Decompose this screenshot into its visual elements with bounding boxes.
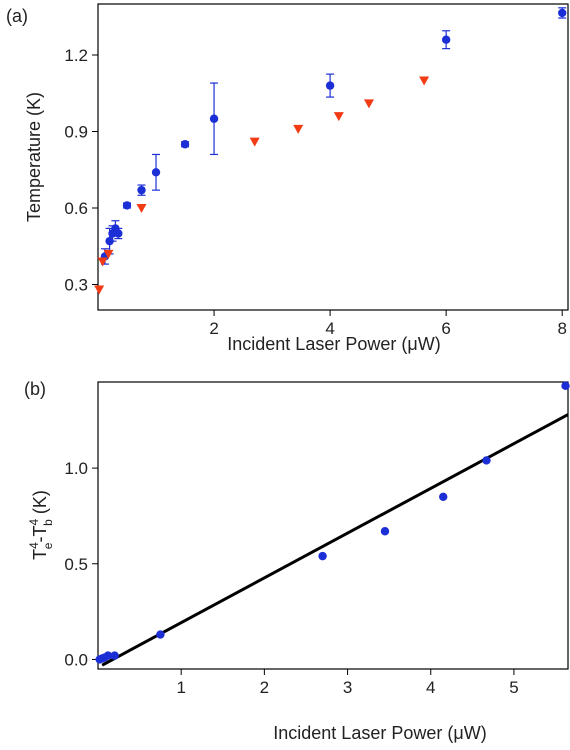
point-a-1-6 (333, 112, 344, 122)
point-a-1-3 (136, 203, 147, 213)
panel-a: (a) 2 4 6 8 0.3 0.6 0.9 1.2 Incident Laser Pow… (6, 3, 569, 354)
y-ticks-a: 0.3 0.6 0.9 1.2 (64, 46, 98, 295)
x-tick-label-b-1: 2 (260, 678, 269, 697)
x-tick-label-a-3: 8 (557, 319, 566, 338)
point-b-0-8 (439, 492, 448, 501)
point-a-1-5 (293, 124, 304, 134)
x-tick-label-a-1: 4 (325, 319, 334, 338)
point-b-0-10 (561, 381, 570, 391)
point-b-0-7 (380, 527, 390, 536)
point-b-0-4 (110, 651, 119, 660)
x-axis-label-a: Incident Laser Power (μW) (227, 334, 440, 354)
x-ticks-a: 2 4 6 8 (209, 310, 567, 338)
point-a-0-7 (151, 168, 161, 177)
point-a-1-1 (97, 257, 108, 267)
point-a-0-9 (209, 114, 219, 123)
x-axis-label-b: Incident Laser Power (μW) (273, 723, 486, 743)
panel-label-a: (a) (6, 6, 28, 26)
point-a-0-5 (122, 201, 132, 210)
y-tick-label-a-0: 0.3 (64, 276, 88, 295)
x-tick-label-b-4: 5 (509, 678, 518, 697)
x-tick-label-b-3: 4 (426, 678, 435, 697)
x-tick-label-a-0: 2 (209, 319, 218, 338)
data-marks-a (94, 7, 567, 295)
y-tick-label-b-1: 0.5 (64, 555, 88, 574)
point-a-0-4 (114, 229, 123, 238)
y-tick-label-a-1: 0.6 (64, 199, 88, 218)
point-b-0-3 (103, 651, 113, 660)
y-tick-label-a-3: 1.2 (64, 46, 88, 65)
x-tick-label-b-2: 3 (343, 678, 352, 697)
point-a-0-11 (441, 35, 451, 44)
y-ticks-b: 0.0 0.5 1.0 (64, 459, 98, 669)
panel-label-b: (b) (24, 379, 46, 399)
point-b-0-5 (156, 630, 165, 639)
data-marks-b (95, 381, 570, 667)
panel-b: (b) 1 2 3 4 5 0.0 0.5 1.0 Incident Laser Power… (24, 379, 570, 743)
point-b-0-9 (482, 456, 491, 465)
fit-line-b (101, 413, 569, 667)
ylabel-b-unit: (K) (30, 490, 50, 519)
point-a-0-6 (137, 185, 146, 195)
y-axis-label-b: T4e-T4b (K) (27, 490, 55, 560)
x-tick-label-b-0: 1 (176, 678, 185, 697)
point-a-0-10 (325, 81, 335, 90)
point-b-0-6 (318, 551, 327, 561)
ylabel-b-sup-4: 4 (27, 542, 41, 549)
plot-frame-b (97, 381, 569, 670)
ylabel-b-sub-b: b (41, 519, 55, 526)
point-a-1-0 (94, 285, 105, 295)
ylabel-b-sub-e: e (41, 542, 55, 549)
point-a-1-8 (419, 76, 430, 86)
plot-frame-a (97, 3, 569, 311)
y-tick-label-b-2: 1.0 (64, 459, 88, 478)
point-a-1-7 (363, 99, 374, 109)
x-ticks-b: 1 2 3 4 5 (176, 669, 519, 697)
point-a-1-2 (103, 249, 114, 259)
point-a-1-4 (249, 137, 260, 147)
point-a-0-12 (557, 8, 567, 18)
point-a-0-8 (180, 140, 190, 149)
ylabel-b-T: T (30, 549, 50, 560)
ylabel-b-minus-T: -T (30, 526, 50, 543)
y-axis-label-a: Temperature (K) (24, 92, 44, 222)
y-tick-label-a-2: 0.9 (64, 123, 88, 142)
ylabel-b-sup-4b: 4 (27, 519, 41, 526)
y-tick-label-b-0: 0.0 (64, 650, 88, 669)
x-tick-label-a-2: 6 (441, 319, 450, 338)
